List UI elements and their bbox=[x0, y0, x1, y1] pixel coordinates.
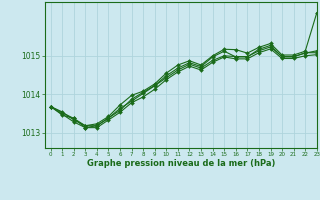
X-axis label: Graphe pression niveau de la mer (hPa): Graphe pression niveau de la mer (hPa) bbox=[87, 159, 275, 168]
